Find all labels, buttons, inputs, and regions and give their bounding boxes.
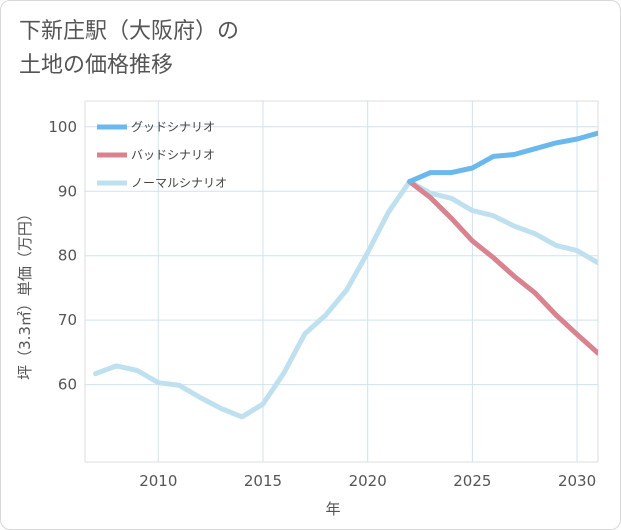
legend-label: グッドシナリオ	[131, 120, 215, 134]
series-lines	[93, 130, 598, 420]
y-axis-title: 坪（3.3㎡）単価（万円）	[16, 206, 34, 380]
legend-label: バッドシナリオ	[131, 148, 215, 162]
plot-frame	[84, 100, 599, 463]
series-line-0	[407, 130, 598, 185]
series-line-1	[407, 179, 598, 356]
x-tick-label: 2010	[139, 472, 177, 490]
axis-ticks: 2010 2015 2020 2025 2030 60 70 80 90 100	[48, 118, 596, 490]
y-tick-label: 80	[58, 247, 77, 265]
series-line-2	[93, 179, 598, 420]
chart-title-line-1: 下新庄駅（大阪府）の	[19, 19, 240, 44]
gridlines	[85, 101, 598, 462]
legend-label: ノーマルシナリオ	[131, 176, 227, 190]
chart-title: 下新庄駅（大阪府）の 土地の価格推移	[19, 15, 239, 83]
x-axis-title: 年	[325, 500, 340, 518]
y-tick-label: 60	[58, 376, 77, 394]
x-tick-label: 2020	[349, 472, 387, 490]
y-tick-label: 90	[58, 182, 77, 200]
x-tick-label: 2025	[453, 472, 491, 490]
x-tick-label: 2015	[244, 472, 282, 490]
y-tick-label: 100	[48, 118, 77, 136]
y-tick-label: 70	[58, 311, 77, 329]
plot-area	[84, 100, 599, 463]
x-tick-label: 2030	[558, 472, 596, 490]
chart-title-line-2: 土地の価格推移	[19, 53, 174, 78]
